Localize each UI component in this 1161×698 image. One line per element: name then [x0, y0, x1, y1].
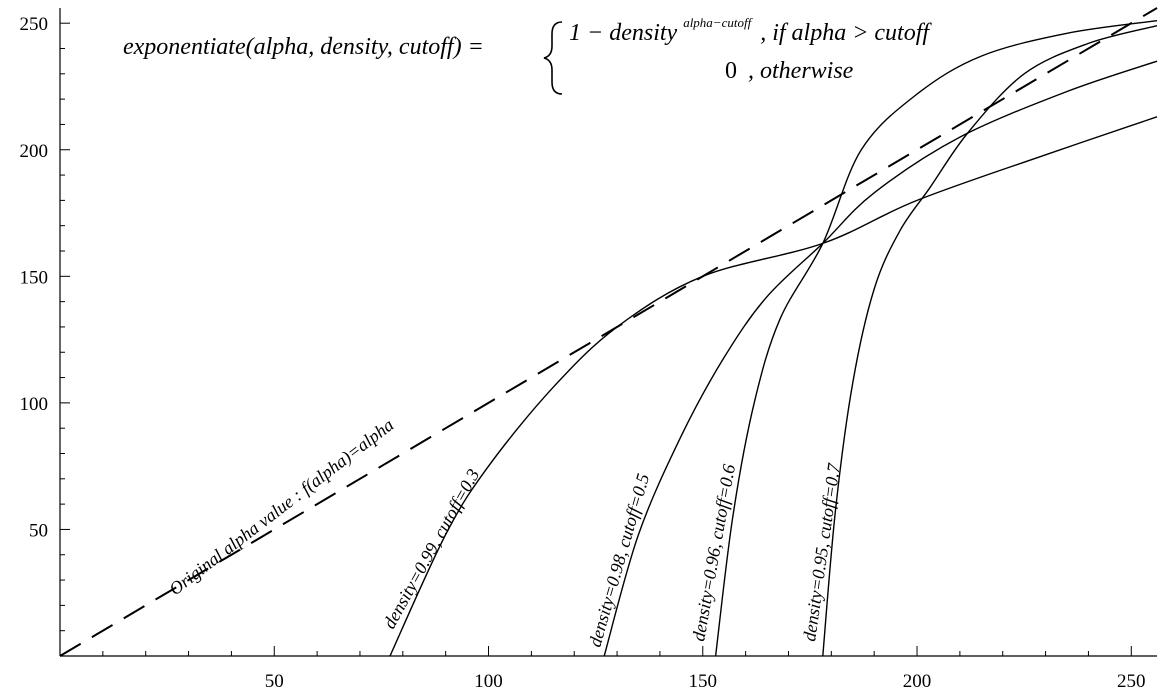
x-tick-label: 250 [1117, 671, 1146, 692]
x-tick-label: 100 [474, 671, 503, 692]
curve-label-identity: Original alpha value : f(alpha)=alpha [165, 415, 398, 600]
axis-ticks [60, 22, 1132, 656]
axes [59, 8, 1157, 657]
curve-label-d098: density=0.98, cutoff=0.5 [585, 471, 654, 649]
x-tick-label: 200 [903, 671, 932, 692]
equation-case1-exponent: alpha−cutoff [683, 15, 753, 30]
y-tick-label: 50 [29, 520, 48, 541]
curve-label-d096: density=0.96, cutoff=0.6 [688, 463, 739, 643]
series-line-4 [822, 25, 1158, 657]
series-line-1 [389, 116, 1158, 657]
x-tick-label: 50 [265, 671, 284, 692]
series-line-identity [59, 7, 1158, 657]
equation-case2-suffix: , otherwise [748, 58, 854, 84]
equation-case1-suffix: , if alpha > cutoff [760, 20, 932, 46]
series-line-3 [714, 20, 1158, 657]
axis-tick-labels: 50 100 150 200 250 50 100 150 200 250 [20, 14, 1146, 692]
equation-case2: 0 , otherwise [725, 58, 854, 84]
y-tick-label: 200 [20, 141, 49, 162]
y-tick-label: 100 [20, 394, 49, 415]
equation-case2-value: 0 [725, 58, 737, 84]
equation: exponentiate(alpha, density, cutoff) = 1… [123, 7, 932, 95]
equation-case1-prefix: 1 − density [569, 20, 678, 46]
curve-label-d099: density=0.99, cutoff=0.3 [379, 465, 483, 631]
curve-label-d095: density=0.95, cutoff=0.7 [799, 461, 844, 642]
equation-case1: 1 − density alpha−cutoff , if alpha > cu… [569, 7, 932, 46]
series-line-2 [603, 60, 1158, 657]
y-tick-label: 150 [20, 267, 49, 288]
x-tick-label: 150 [689, 671, 718, 692]
equation-lhs: exponentiate(alpha, density, cutoff) = [123, 34, 484, 60]
y-tick-label: 250 [20, 14, 49, 35]
equation-brace [543, 21, 563, 95]
curve-labels: Original alpha value : f(alpha)=alpha de… [165, 415, 844, 649]
series-layer [59, 7, 1158, 657]
